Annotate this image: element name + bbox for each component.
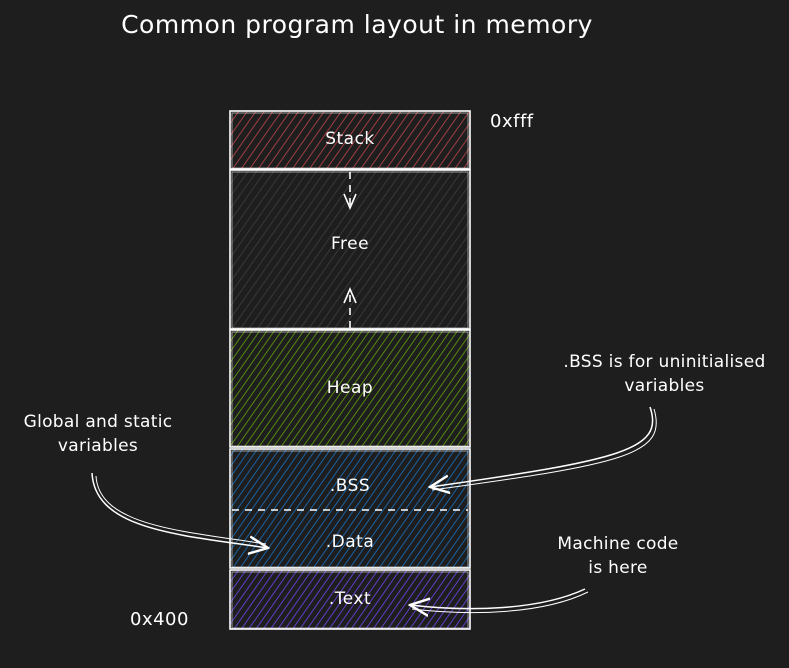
bottom-address: 0x400 <box>130 609 189 630</box>
machine-code-annotation-line2: is here <box>588 558 648 578</box>
machine-code-annotation-arrow <box>410 588 589 613</box>
bss-annotation-line2: variables <box>624 376 705 396</box>
bss-annotation-line1: .BSS is for uninitialised <box>563 352 766 372</box>
free-segment <box>229 169 471 330</box>
data-label: .Data <box>325 532 375 552</box>
global-annotation: Global and static variables <box>0 410 196 458</box>
bss-annotation-arrow <box>430 406 657 490</box>
stack-label: Stack <box>325 129 375 149</box>
bss-label: .BSS <box>329 476 371 496</box>
diagram-title: Common program layout in memory <box>121 10 593 39</box>
machine-code-annotation-line1: Machine code <box>557 534 679 554</box>
heap-label: Heap <box>326 378 374 398</box>
text-label: .Text <box>328 589 372 609</box>
bss-annotation: .BSS is for uninitialised variables <box>540 350 789 398</box>
top-address: 0xfff <box>490 111 534 132</box>
stack-segment <box>229 110 471 170</box>
free-label: Free <box>330 234 370 254</box>
global-annotation-line2: variables <box>57 436 139 456</box>
stack-growth-arrow <box>343 172 357 211</box>
heap-segment <box>229 329 471 448</box>
global-annotation-line1: Global and static <box>23 412 173 432</box>
machine-code-annotation: Machine code is here <box>540 532 696 580</box>
heap-growth-arrow <box>343 286 357 328</box>
global-annotation-arrow <box>91 472 268 548</box>
